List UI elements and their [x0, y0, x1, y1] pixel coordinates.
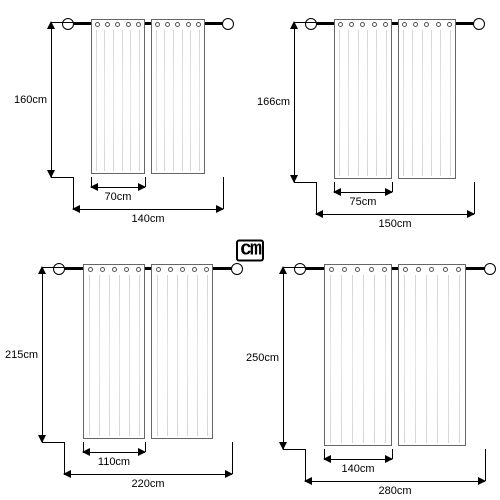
- panel-width-dimension: 140cm: [324, 459, 392, 460]
- rod-width-dimension: 280cm: [305, 481, 485, 482]
- curtain-panel: [398, 19, 456, 179]
- rod-width-dimension: 150cm: [316, 214, 474, 215]
- rod-width-label: 220cm: [131, 478, 164, 490]
- curtain-panel-bl: 215cm110cm220cm: [18, 255, 238, 495]
- panel-width-dimension: 70cm: [91, 187, 145, 188]
- rod-width-dimension: 140cm: [73, 209, 223, 210]
- panel-width-label: 75cm: [350, 196, 377, 208]
- rod-width-label: 140cm: [131, 213, 164, 225]
- curtain-panel: [324, 264, 392, 446]
- height-dimension: 160cm: [51, 22, 52, 177]
- panel-width-label: 140cm: [341, 463, 374, 475]
- curtain-panel: [91, 19, 145, 174]
- curtain-panel: [151, 19, 205, 174]
- curtain-pair: [91, 19, 205, 174]
- curtain-pair: [334, 19, 456, 179]
- height-dimension: 166cm: [294, 22, 295, 182]
- curtain-panel-tl: 160cm 70cm 140cm: [18, 10, 238, 240]
- height-label: 166cm: [252, 96, 290, 108]
- height-label: 215cm: [0, 349, 38, 361]
- curtain-pair: [83, 264, 213, 439]
- curtain-panel-tr: 166cm75cm150cm: [260, 10, 490, 240]
- rod-width-label: 150cm: [378, 218, 411, 230]
- curtain-panel: [334, 19, 392, 179]
- panel-width-dimension: 110cm: [83, 452, 145, 453]
- rod-width-label: 280cm: [378, 485, 411, 497]
- cm-logo: cm: [237, 239, 263, 262]
- curtain-panel-br: 250cm 140cm 280cm: [260, 255, 490, 495]
- rod-width-dimension: 220cm: [64, 474, 232, 475]
- height-dimension: 250cm: [283, 267, 284, 449]
- height-dimension: 215cm: [42, 267, 43, 442]
- panel-width-label: 110cm: [98, 456, 130, 468]
- panel-width-label: 70cm: [105, 191, 132, 203]
- curtain-panel: [151, 264, 213, 439]
- height-label: 250cm: [241, 352, 279, 364]
- height-label: 160cm: [9, 94, 47, 106]
- curtain-panel: [83, 264, 145, 439]
- curtain-panel: [398, 264, 466, 446]
- curtain-pair: [324, 264, 466, 446]
- panel-width-dimension: 75cm: [334, 192, 392, 193]
